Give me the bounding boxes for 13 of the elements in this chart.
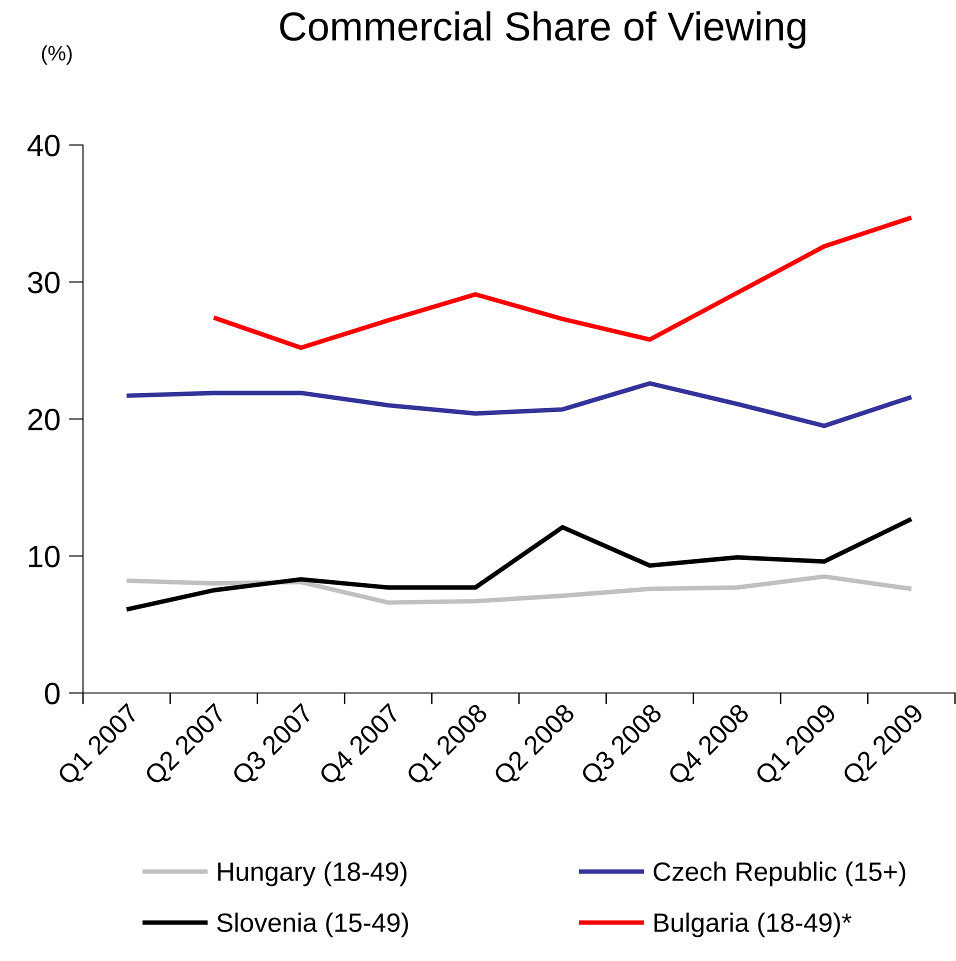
legend-label: Hungary (18-49) [218, 862, 406, 886]
legend-label: Bulgaria (18-49)* [654, 912, 852, 938]
legend-label: Slovenia (15-49) [217, 912, 408, 938]
chart-title: Commercial Share of Viewing [280, 11, 806, 49]
y-tick-label: 10 [29, 546, 60, 568]
y-tick-label: 20 [28, 408, 60, 430]
y-tick-label: 40 [27, 134, 60, 156]
y-tick-label: 30 [28, 272, 60, 294]
y-axis-title: (%) [42, 45, 72, 65]
y-tick-label: 0 [44, 682, 60, 704]
legend-label: Czech Republic (15+) [654, 862, 906, 886]
line-series [124, 516, 914, 612]
line-series [212, 215, 914, 350]
